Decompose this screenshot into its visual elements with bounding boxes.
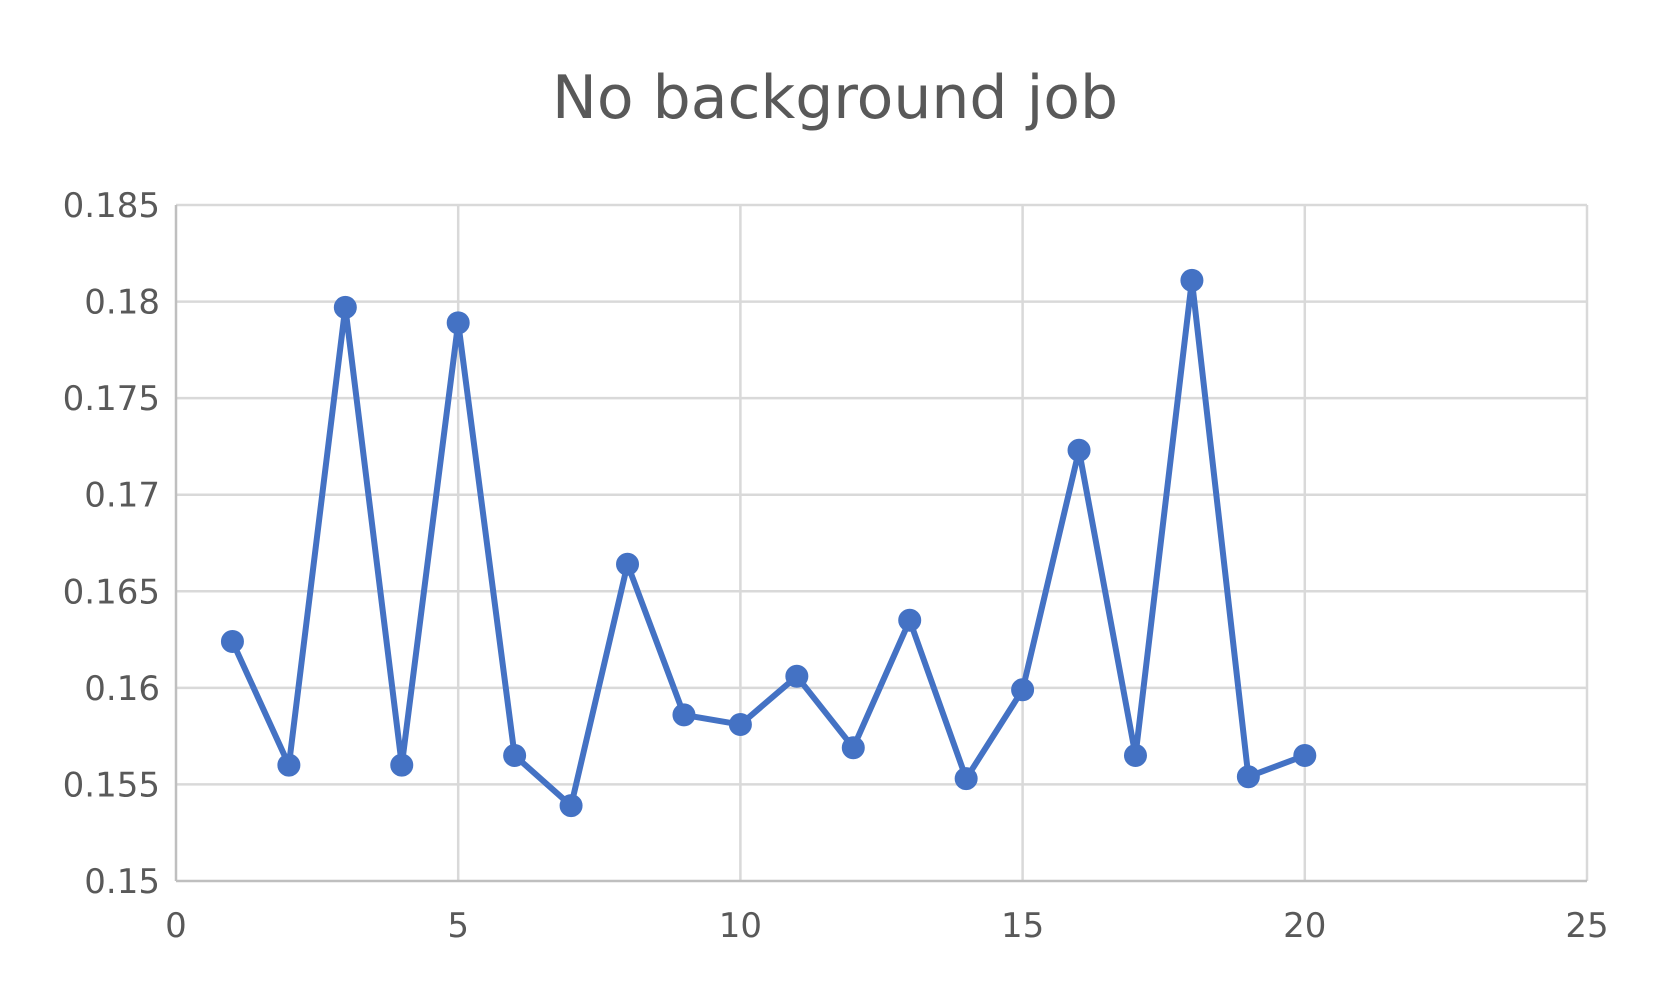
y-tick-label: 0.17	[84, 476, 160, 516]
data-point	[672, 703, 696, 727]
data-point	[1011, 678, 1035, 702]
data-point	[1293, 743, 1317, 767]
axes	[174, 205, 1587, 883]
y-tick-label: 0.16	[84, 669, 160, 709]
y-tick-label: 0.155	[63, 765, 160, 805]
data-point	[785, 664, 809, 688]
data-point	[446, 311, 470, 335]
data-point	[503, 743, 527, 767]
data-point	[220, 630, 244, 654]
data-point	[1067, 438, 1091, 462]
data-point	[1236, 765, 1260, 789]
data-point	[1180, 268, 1204, 292]
data-point	[954, 767, 978, 791]
data-point	[841, 736, 865, 760]
y-tick-label: 0.165	[63, 572, 160, 612]
data-point	[277, 753, 301, 777]
y-tick-label: 0.175	[63, 379, 160, 419]
y-tick-label: 0.185	[63, 186, 160, 226]
data-point	[728, 713, 752, 737]
data-point	[898, 608, 922, 632]
x-tick-label: 0	[165, 906, 187, 946]
data-point	[616, 552, 640, 576]
x-tick-label: 20	[1283, 906, 1326, 946]
x-tick-label: 5	[447, 906, 469, 946]
tick-labels: 0.15 0.155 0.16 0.165 0.17 0.175 0.18 0.185 0 5 10…	[63, 186, 1609, 946]
data-point	[333, 295, 357, 319]
data-point	[1123, 743, 1147, 767]
x-tick-label: 25	[1565, 906, 1608, 946]
series-line	[229, 277, 1308, 809]
data-point	[559, 794, 583, 818]
y-tick-label: 0.18	[84, 283, 160, 323]
series	[220, 268, 1317, 818]
chart-title: No background job	[552, 63, 1118, 133]
x-tick-label: 10	[719, 906, 762, 946]
y-tick-label: 0.15	[84, 862, 160, 902]
x-tick-label: 15	[1001, 906, 1044, 946]
data-point	[390, 753, 414, 777]
grid	[176, 203, 1589, 881]
